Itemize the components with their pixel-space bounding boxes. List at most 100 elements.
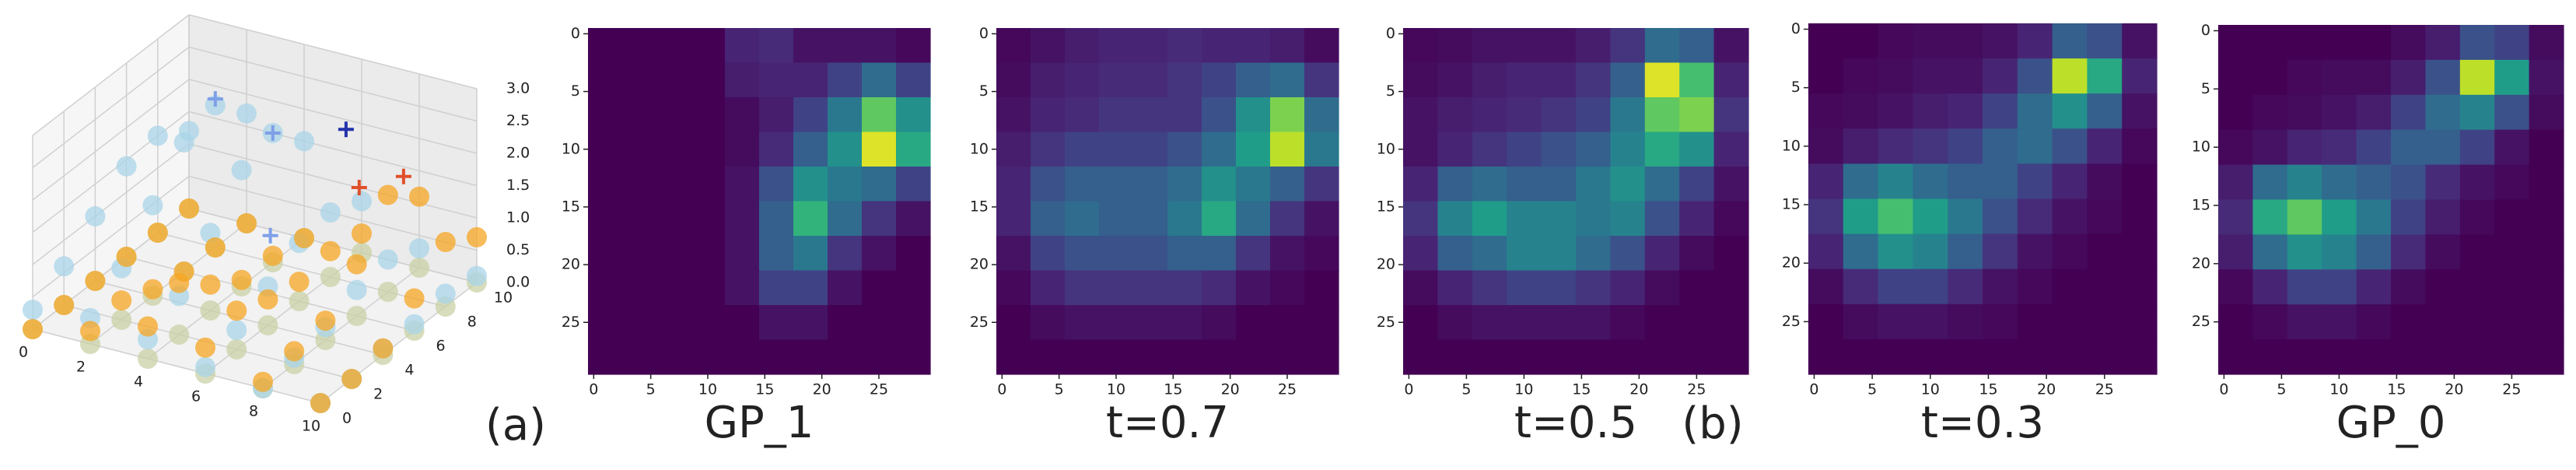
panel-label: (b) (1682, 398, 1743, 449)
cell (1507, 28, 1542, 64)
x-tick-label: 15 (1164, 381, 1182, 398)
point (377, 249, 398, 270)
point (179, 198, 199, 219)
point (169, 324, 190, 345)
cell (1843, 198, 1879, 235)
cell (2122, 303, 2158, 340)
cell (1472, 62, 1507, 98)
cell (1167, 236, 1202, 272)
cell (1472, 236, 1507, 272)
cell (2052, 198, 2088, 235)
cell (2529, 164, 2564, 201)
cell (1167, 305, 1202, 341)
point (289, 272, 310, 293)
cell (2459, 234, 2495, 270)
cell (793, 270, 828, 306)
cell (725, 305, 760, 341)
point (147, 223, 168, 243)
cell (1948, 233, 1983, 270)
cell (1437, 132, 1473, 167)
cell (2529, 25, 2564, 61)
cell (1236, 132, 1271, 167)
cell (828, 270, 863, 306)
cell (1403, 62, 1438, 98)
cell (759, 270, 794, 306)
cell (1878, 233, 1913, 270)
cell (793, 28, 828, 64)
cell (2459, 304, 2495, 340)
cell (1541, 236, 1577, 272)
cell (1099, 97, 1134, 133)
cell (2356, 234, 2392, 270)
point (409, 258, 429, 278)
cell (996, 132, 1031, 167)
point (116, 156, 137, 177)
chart-title: t=0.7 (1106, 398, 1229, 448)
y-tick-label: 0 (2201, 22, 2210, 39)
y-tick-label: 0 (1791, 20, 1801, 37)
y-tick-label: 15 (2192, 196, 2210, 213)
cell (1983, 163, 2018, 200)
cell (2252, 234, 2288, 270)
grid-line (188, 110, 478, 187)
cell (1065, 28, 1100, 64)
cell (1541, 305, 1577, 341)
cell (1713, 28, 1749, 64)
cell (725, 236, 760, 272)
cell (1644, 339, 1680, 375)
point (346, 254, 367, 275)
point (195, 356, 215, 377)
cell (1065, 305, 1100, 341)
cell (1644, 201, 1680, 237)
cell (1236, 97, 1271, 133)
point (257, 315, 278, 335)
cell (1133, 62, 1168, 98)
cell (1202, 28, 1237, 64)
x-tick-label: 4 (134, 374, 143, 391)
point (409, 186, 429, 207)
x-tick-label: 0 (2219, 381, 2228, 398)
z-tick-label: 3.0 (506, 80, 530, 97)
cell (1472, 167, 1507, 202)
cell (1437, 236, 1473, 272)
cell (1031, 62, 1066, 98)
cell (1948, 198, 1983, 235)
cell (1133, 97, 1168, 133)
cell (656, 28, 691, 64)
point (138, 349, 158, 369)
y-tick-label: 10 (970, 140, 989, 157)
cell (1610, 201, 1646, 237)
cell (1437, 62, 1473, 98)
grid-line (32, 14, 190, 136)
cell (1099, 62, 1134, 98)
cell (2052, 93, 2088, 129)
cell (1270, 167, 1305, 202)
cell (2356, 59, 2392, 96)
cell (2459, 25, 2495, 61)
cell (1507, 132, 1542, 167)
cell (1270, 28, 1305, 64)
cell (1808, 233, 1844, 270)
cell (2252, 94, 2288, 131)
cell (1099, 339, 1134, 375)
cell (1843, 58, 1879, 94)
y-tick-label: 25 (970, 314, 989, 331)
x-tick-label: 10 (2329, 381, 2348, 398)
cell (1610, 305, 1646, 341)
grid-line (188, 14, 478, 89)
cell (862, 167, 897, 202)
cell (2529, 339, 2564, 375)
cell (2391, 129, 2426, 166)
cell (793, 201, 828, 237)
cell (1437, 305, 1473, 341)
cell (2052, 58, 2088, 94)
cell (2322, 59, 2357, 96)
cell (996, 339, 1031, 375)
y-tick-label: 0 (1386, 25, 1395, 42)
cell (2529, 304, 2564, 340)
cell (1304, 62, 1339, 98)
panel-label: (a) (485, 400, 546, 451)
cell (656, 236, 691, 272)
cell (2087, 58, 2123, 94)
